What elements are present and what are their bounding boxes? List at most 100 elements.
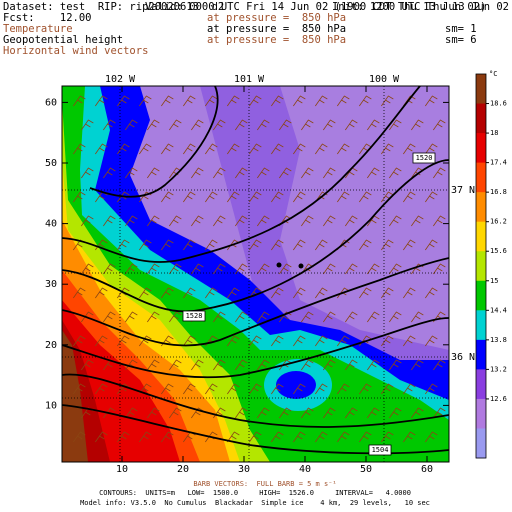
x-tick-label: 40 — [299, 464, 311, 475]
wind-barb — [433, 215, 446, 227]
colorbar-segment — [476, 251, 486, 282]
wind-barb — [323, 311, 336, 323]
wind-barb — [103, 263, 116, 275]
longitude-label: 102 W — [105, 74, 136, 85]
wind-barb — [213, 119, 226, 131]
wind-barb — [323, 119, 336, 131]
y-tick-label: 20 — [45, 340, 57, 351]
wind-barb — [403, 335, 416, 347]
wind-barb — [161, 383, 174, 395]
wind-barb — [191, 407, 204, 419]
longitude-label: 101 W — [234, 74, 265, 85]
colorbar-tick-label: 12.6 — [490, 395, 507, 403]
wind-barb — [315, 239, 328, 251]
wind-barb — [139, 239, 152, 251]
wind-barb — [425, 431, 438, 443]
wind-barb — [147, 407, 160, 419]
wind-barb — [125, 215, 138, 227]
colorbar-tick-label: 13.2 — [490, 365, 507, 373]
wind-barb — [293, 335, 306, 347]
wind-barb — [191, 359, 204, 371]
wind-barb — [301, 119, 314, 131]
wind-barb — [359, 239, 372, 251]
wind-barb — [227, 143, 240, 155]
header-left: Geopotential height — [3, 34, 123, 46]
wind-barb — [315, 383, 328, 395]
header-center: at pressure = 850 hPa — [207, 12, 346, 24]
wind-barb — [103, 215, 116, 227]
wind-barb — [81, 119, 94, 131]
y-tick-label: 30 — [45, 279, 57, 290]
wind-barb — [271, 239, 284, 251]
contour-label-box — [182, 310, 206, 322]
wind-barb — [139, 335, 152, 347]
header-left: Fcst: 12.00 — [3, 12, 92, 24]
wind-barb — [73, 287, 86, 299]
wind-barb — [257, 119, 270, 131]
colorbar-segment — [476, 74, 486, 105]
wind-barb — [169, 119, 182, 131]
x-tick-label: 30 — [238, 464, 250, 475]
wind-barb — [389, 119, 402, 131]
wind-barb — [125, 407, 138, 419]
colorbar-tick-label: 14.4 — [490, 306, 507, 314]
wind-barb — [323, 167, 336, 179]
wind-barb — [411, 359, 424, 371]
colorbar-segment — [476, 162, 486, 193]
wind-barb — [81, 215, 94, 227]
wind-barb — [183, 239, 196, 251]
wind-barb — [345, 119, 358, 131]
wind-barb — [337, 95, 350, 107]
wind-barb — [139, 143, 152, 155]
wind-barb — [227, 287, 240, 299]
colorbar-segment — [476, 192, 486, 223]
wind-barb — [213, 215, 226, 227]
footer-line: BARB VECTORS: FULL BARB = 5 m s⁻¹ — [193, 480, 336, 488]
wind-barb — [183, 191, 196, 203]
wind-barb — [389, 359, 402, 371]
wind-barb — [359, 431, 372, 443]
wind-barb — [381, 335, 394, 347]
wind-barb — [337, 143, 350, 155]
wind-barb — [337, 383, 350, 395]
wind-barb — [95, 143, 108, 155]
wind-barb — [73, 335, 86, 347]
wind-barb — [433, 263, 446, 275]
wind-barb — [169, 311, 182, 323]
wind-barb — [323, 263, 336, 275]
wind-barb — [117, 431, 130, 443]
wind-barb — [381, 239, 394, 251]
wind-barb — [125, 167, 138, 179]
latitude-label: 37 N — [451, 185, 475, 196]
wind-barb — [403, 191, 416, 203]
wind-barb — [323, 215, 336, 227]
wind-barb — [147, 311, 160, 323]
wind-barb — [95, 383, 108, 395]
wind-barb — [139, 383, 152, 395]
wind-barb — [235, 167, 248, 179]
wind-barb — [81, 359, 94, 371]
colorbar-segment — [476, 339, 486, 370]
wind-barb — [279, 311, 292, 323]
colorbar-segment — [476, 280, 486, 311]
wind-barb — [117, 239, 130, 251]
colorbar-segment — [476, 369, 486, 400]
wind-barb — [345, 311, 358, 323]
wind-barb — [425, 383, 438, 395]
wind-barb — [301, 215, 314, 227]
wind-barb — [425, 143, 438, 155]
wind-barb — [227, 191, 240, 203]
wind-barb — [301, 359, 314, 371]
wind-barb — [95, 431, 108, 443]
wind-barb — [337, 431, 350, 443]
wind-barb — [293, 239, 306, 251]
wind-barb — [249, 239, 262, 251]
wind-barb — [235, 407, 248, 419]
colorbar-tick-label: 18 — [490, 129, 498, 137]
wind-barb — [125, 263, 138, 275]
wind-barb — [73, 383, 86, 395]
contour-label: 1504 — [372, 446, 389, 454]
wind-barb — [301, 167, 314, 179]
wind-barb — [161, 239, 174, 251]
wind-barb — [359, 95, 372, 107]
